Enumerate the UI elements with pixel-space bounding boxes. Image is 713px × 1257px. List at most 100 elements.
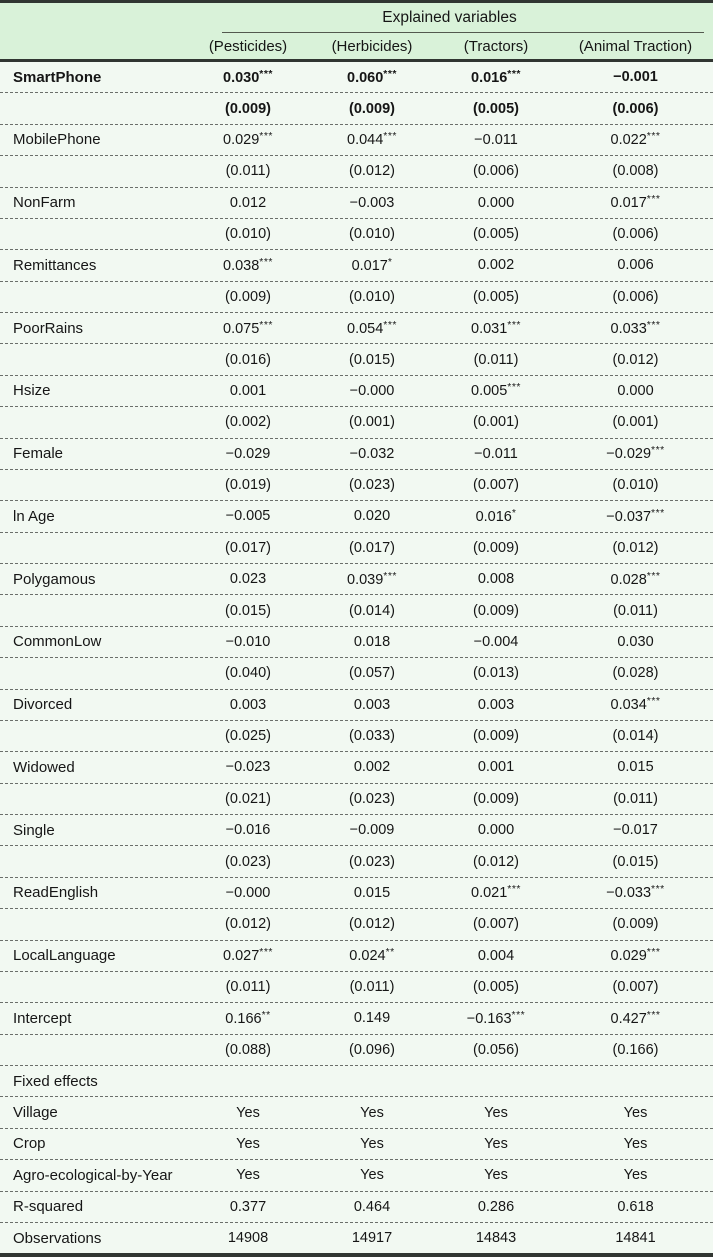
value-cell: 0.034*** (610, 696, 661, 714)
standard-error-row: (0.016) (0.015) (0.011) (0.012) (0, 344, 713, 376)
standard-error-row: (0.009) (0.009) (0.005) (0.006) (0, 93, 713, 125)
value-cell: 0.006 (617, 257, 654, 274)
value-cell: (0.017) (225, 539, 271, 556)
coefficient-row: Remittances 0.038*** 0.017* 0.002 0.006 (0, 250, 713, 282)
coefficient-row: LocalLanguage 0.027*** 0.024** 0.004 0.029**… (0, 941, 713, 972)
value-cell: (0.019) (225, 477, 271, 494)
value-cell: (0.012) (612, 539, 659, 556)
value-cell: −0.011 (474, 445, 518, 462)
value-cell: (0.005) (473, 979, 519, 996)
value-cell: 0.038*** (223, 256, 273, 275)
coefficient-row: SmartPhone 0.030*** 0.060*** 0.016*** −0.001 (0, 62, 713, 94)
significance-stars: *** (507, 884, 521, 896)
value-cell: 0.377 (229, 1198, 267, 1215)
header-group-underline (222, 32, 704, 33)
value-cell: 0.149 (353, 1010, 391, 1027)
value-cell: (0.013) (473, 665, 519, 682)
significance-stars: *** (646, 319, 661, 331)
value-cell: Yes (623, 1167, 648, 1184)
value-cell: (0.005) (473, 288, 519, 305)
standard-error-row: (0.021) (0.023) (0.009) (0.011) (0, 784, 713, 815)
significance-stars: *** (507, 68, 521, 80)
standard-error-row: (0.009) (0.010) (0.005) (0.006) (0, 282, 713, 313)
value-cell: −0.000 (225, 884, 271, 901)
value-cell: (0.010) (612, 477, 659, 494)
value-cell: 0.033*** (610, 319, 661, 337)
standard-error-row: (0.040) (0.057) (0.013) (0.028) (0, 658, 713, 690)
table-header: Explained variables (Pesticides) (Herbic… (0, 3, 713, 62)
value-cell: 0.427*** (610, 1009, 661, 1028)
value-cell: Yes (360, 1135, 384, 1152)
significance-stars: *** (511, 1009, 526, 1021)
value-cell: (0.006) (612, 226, 659, 243)
coefficient-row: CommonLow −0.010 0.018 −0.004 0.030 (0, 627, 713, 659)
standard-error-row: (0.002) (0.001) (0.001) (0.001) (0, 407, 713, 439)
value-cell: 0.015 (353, 884, 391, 901)
value-cell: (0.011) (225, 979, 271, 996)
row-label: Agro-ecological-by-Year (13, 1166, 173, 1184)
value-cell: (0.001) (349, 414, 395, 431)
value-cell: 0.029*** (223, 131, 273, 149)
value-cell: (0.016) (225, 351, 271, 368)
value-cell: (0.015) (349, 351, 395, 368)
value-cell: (0.023) (349, 790, 395, 807)
value-cell: −0.011 (474, 131, 518, 148)
value-cell: (0.088) (225, 1041, 271, 1058)
value-cell: (0.023) (349, 477, 395, 494)
statistic-row: R-squared 0.377 0.464 0.286 0.618 (0, 1192, 713, 1223)
significance-stars: *** (646, 131, 661, 143)
significance-stars: *** (383, 570, 397, 582)
value-cell: 0.039*** (347, 570, 397, 588)
value-cell: (0.010) (349, 226, 395, 243)
coefficient-row: Polygamous 0.023 0.039*** 0.008 0.028*** (0, 564, 713, 596)
significance-stars: * (387, 256, 393, 268)
value-cell: (0.011) (349, 979, 395, 996)
value-cell: (0.014) (349, 602, 395, 619)
value-cell: (0.015) (225, 602, 271, 619)
value-cell: 0.464 (353, 1198, 391, 1215)
value-cell: 0.031*** (471, 319, 521, 337)
value-cell: (0.011) (613, 790, 658, 807)
value-cell: (0.011) (613, 602, 658, 619)
value-cell: (0.012) (612, 351, 659, 368)
statistic-row: Observations 14908 14917 14843 14841 (0, 1223, 713, 1253)
value-cell: 0.017*** (610, 194, 661, 212)
value-cell: (0.002) (225, 414, 271, 431)
value-cell: (0.006) (612, 100, 659, 117)
value-cell: (0.014) (612, 728, 659, 745)
column-header-herbicides: (Herbicides) (331, 37, 413, 55)
value-cell: 0.004 (477, 947, 515, 964)
value-cell: (0.023) (349, 853, 395, 870)
coefficient-row: Intercept 0.166** 0.149 −0.163*** 0.427*** (0, 1003, 713, 1035)
coefficient-row: Female −0.029 −0.032 −0.011 −0.029*** (0, 439, 713, 470)
row-label: ln Age (13, 507, 55, 525)
standard-error-row: (0.010) (0.010) (0.005) (0.006) (0, 219, 713, 251)
standard-error-row: (0.019) (0.023) (0.007) (0.010) (0, 470, 713, 502)
value-cell: 0.001 (229, 382, 267, 399)
value-cell: 0.012 (229, 194, 267, 211)
value-cell: (0.011) (473, 351, 519, 368)
value-cell: (0.012) (349, 163, 395, 180)
value-cell: −0.016 (225, 822, 271, 839)
significance-stars: *** (259, 947, 273, 959)
value-cell: 0.166** (225, 1009, 271, 1028)
value-cell: (0.007) (473, 916, 519, 933)
coefficient-row: Single −0.016 −0.009 0.000 −0.017 (0, 815, 713, 847)
value-cell: 0.002 (353, 759, 391, 776)
value-cell: (0.001) (473, 414, 519, 431)
value-cell: 0.027*** (223, 947, 273, 965)
fixed-effect-row: Crop Yes Yes Yes Yes (0, 1129, 713, 1161)
row-label: Hsize (13, 382, 51, 400)
column-headers-row: (Pesticides) (Herbicides) (Tractors) (An… (0, 33, 713, 59)
value-cell: −0.003 (349, 194, 395, 211)
value-cell: −0.004 (473, 633, 519, 650)
value-cell: 0.001 (477, 759, 515, 776)
value-cell: 0.054*** (347, 319, 397, 337)
standard-error-row: (0.011) (0.011) (0.005) (0.007) (0, 972, 713, 1004)
row-label: Crop (13, 1135, 46, 1153)
row-label: Divorced (13, 696, 73, 714)
value-cell: 0.618 (617, 1198, 654, 1215)
value-cell: −0.017 (613, 822, 658, 839)
coefficient-row: Divorced 0.003 0.003 0.003 0.034*** (0, 690, 713, 721)
significance-stars: *** (383, 68, 397, 80)
